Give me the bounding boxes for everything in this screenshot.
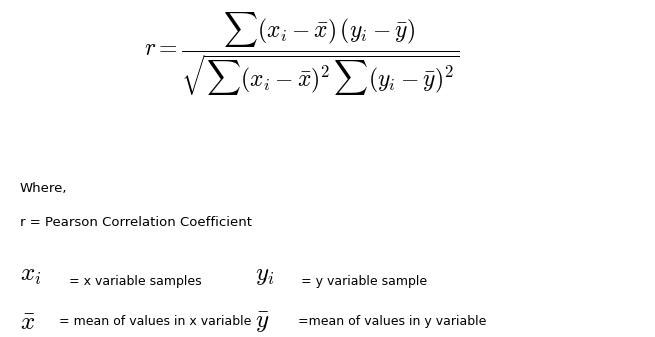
Text: = mean of values in x variable: = mean of values in x variable [59,315,252,328]
Text: $\mathit{y_i}$: $\mathit{y_i}$ [255,263,275,287]
Text: = x variable samples: = x variable samples [69,275,201,288]
Text: r = Pearson Correlation Coefficient: r = Pearson Correlation Coefficient [20,216,252,229]
Text: $\mathit{x_i}$: $\mathit{x_i}$ [20,263,41,287]
Text: $r = \dfrac{\sum (x_i - \bar{x})\,(y_i - \bar{y})}{\sqrt{\sum (x_i - \bar{x})^2\: $r = \dfrac{\sum (x_i - \bar{x})\,(y_i -… [143,10,459,98]
Text: Where,: Where, [20,182,67,195]
Text: =mean of values in y variable: =mean of values in y variable [298,315,487,328]
Text: = y variable sample: = y variable sample [301,275,428,288]
Text: $\bar{x}$: $\bar{x}$ [20,310,35,334]
Text: $\bar{y}$: $\bar{y}$ [255,310,270,334]
